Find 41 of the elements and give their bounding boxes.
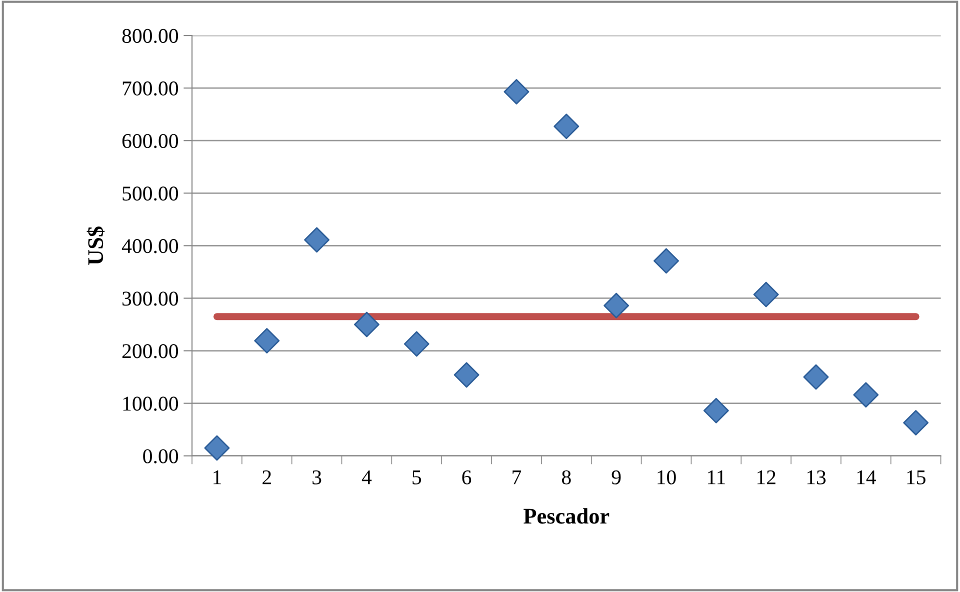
- point: [404, 331, 430, 357]
- point: [803, 364, 829, 390]
- x-tick-label: 5: [412, 470, 422, 484]
- x-tick-label: 3: [312, 470, 322, 484]
- x-tick-label: 10: [658, 470, 676, 484]
- y-tick-label: 500.00: [122, 186, 178, 201]
- point: [204, 435, 230, 461]
- x-tick-label: 9: [612, 470, 621, 484]
- x-tick-label: 6: [462, 470, 472, 484]
- point: [853, 382, 879, 408]
- x-tick-label: 14: [857, 470, 876, 484]
- x-tick-label: 8: [562, 470, 571, 484]
- point: [304, 227, 330, 253]
- point: [753, 282, 779, 308]
- point: [604, 292, 630, 318]
- point: [354, 312, 380, 338]
- x-tick-label: 1: [214, 470, 221, 484]
- y-tick-label: 400.00: [122, 239, 178, 254]
- point: [654, 248, 679, 274]
- y-tick-label: 0.00: [143, 449, 178, 464]
- point: [554, 114, 580, 140]
- point: [254, 328, 280, 354]
- x-tick-label: 11: [708, 470, 725, 484]
- x-tick-label: 15: [907, 470, 926, 484]
- x-tick-label: 7: [512, 470, 522, 484]
- point: [454, 362, 480, 388]
- y-tick-label: 200.00: [122, 344, 178, 358]
- x-tick-label: 13: [807, 470, 826, 484]
- y-tick-label: 700.00: [122, 81, 178, 96]
- x-tick-label: 12: [757, 470, 776, 484]
- y-tick-label: 600.00: [122, 134, 178, 148]
- point: [703, 398, 729, 424]
- y-axis-title: US$: [86, 226, 105, 265]
- y-tick-label: 300.00: [122, 292, 178, 306]
- x-tick-label: 4: [362, 470, 372, 484]
- y-tick-label: 800.00: [122, 28, 178, 44]
- x-tick-label: 2: [262, 470, 271, 484]
- y-tick-label: 100.00: [123, 396, 178, 411]
- x-axis-title: Pescador: [524, 508, 610, 524]
- point: [504, 79, 530, 104]
- point: [903, 410, 929, 436]
